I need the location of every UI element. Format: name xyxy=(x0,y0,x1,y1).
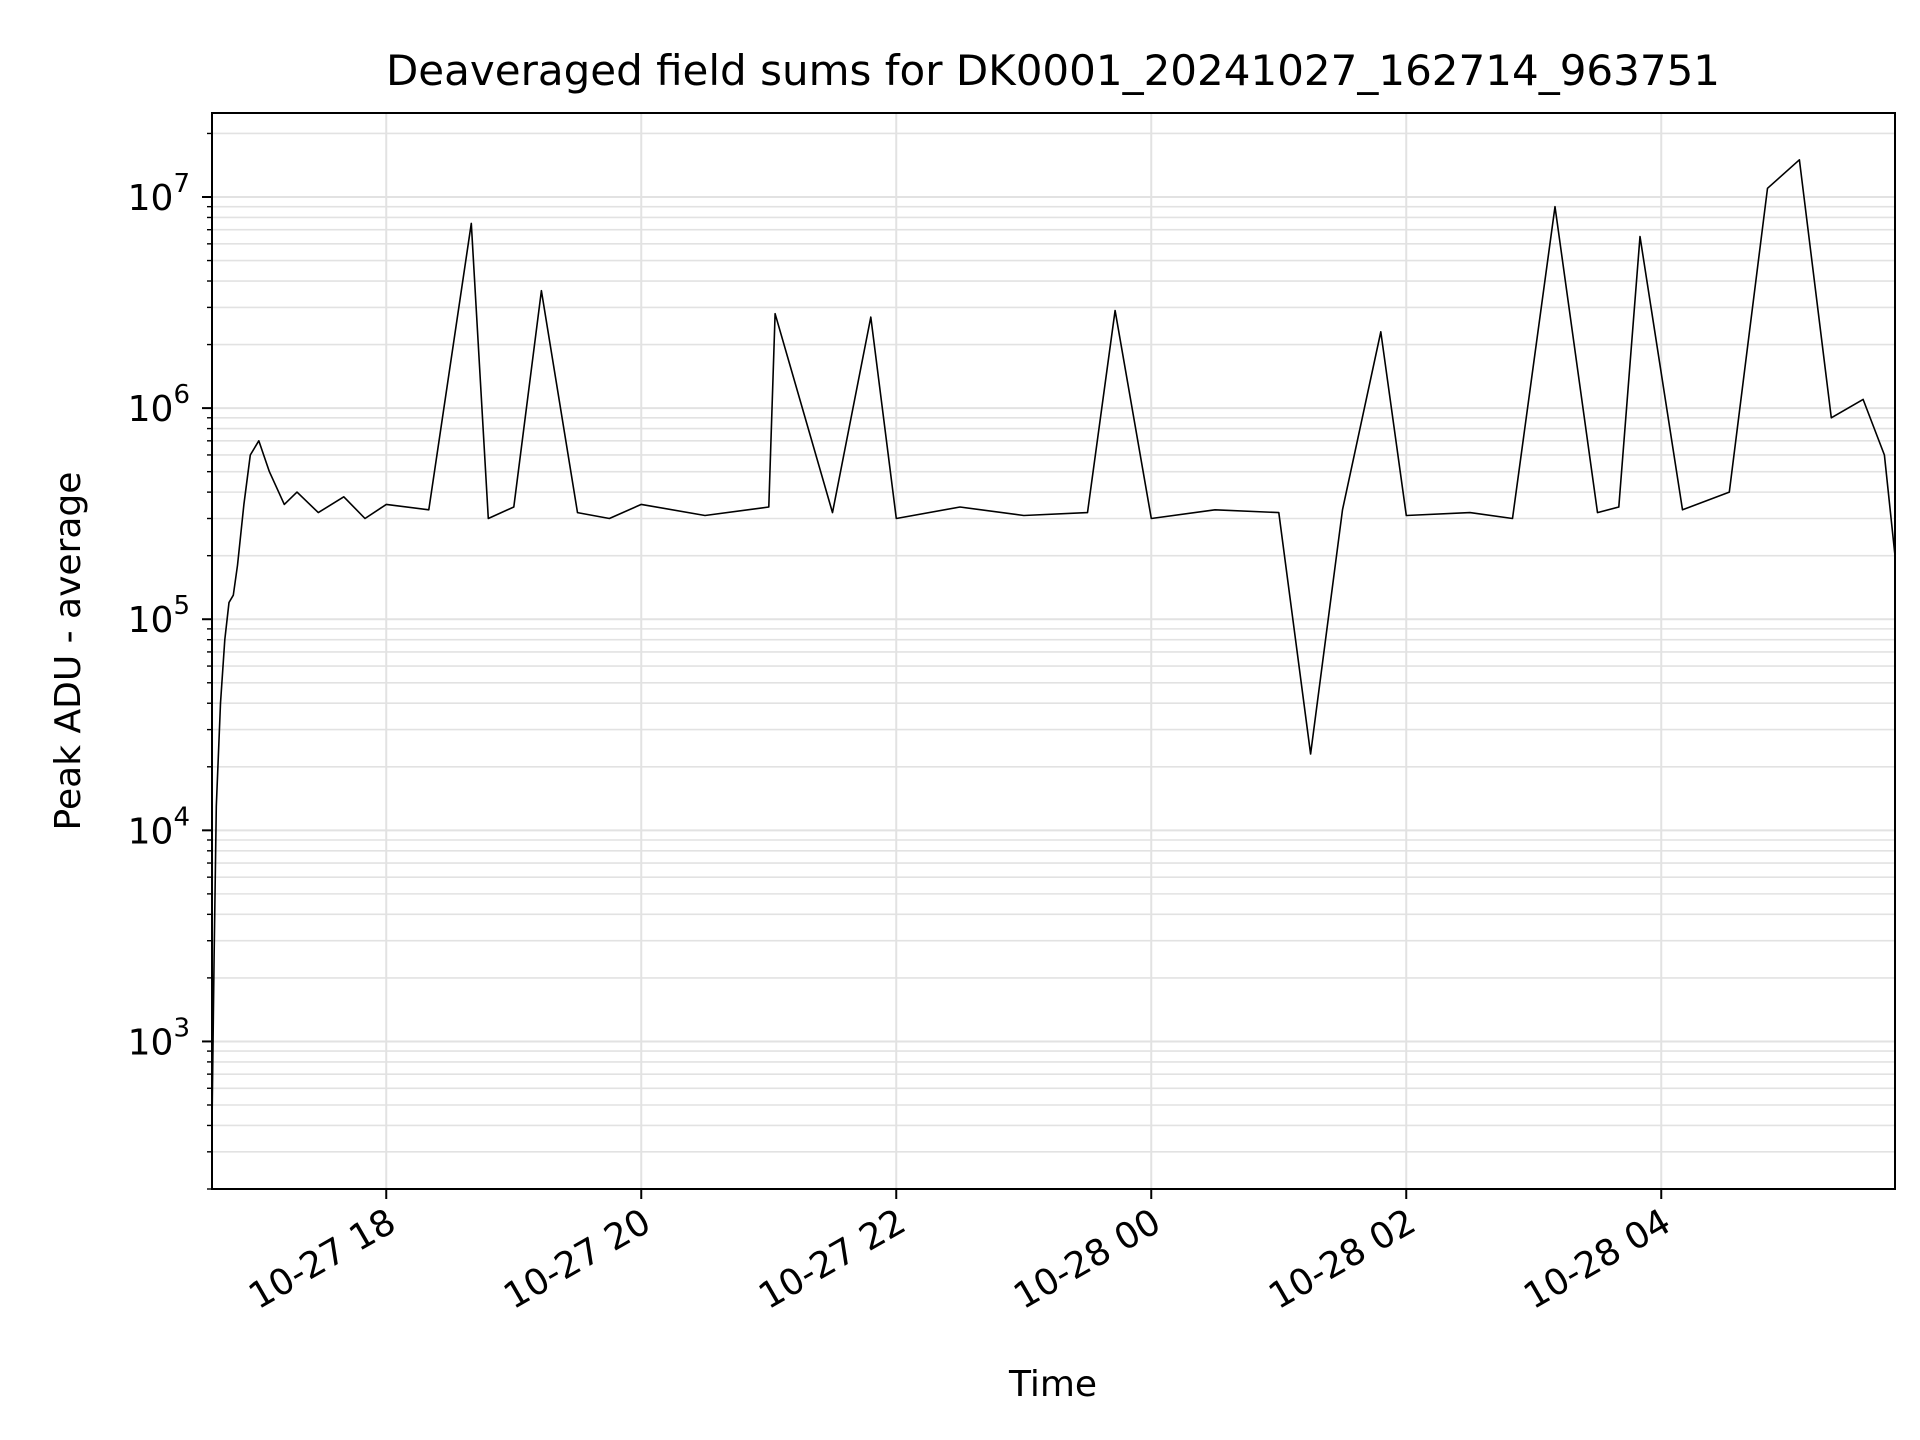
y-tick-label: 107 xyxy=(128,169,190,219)
y-tick-label: 104 xyxy=(128,802,190,852)
y-tick-label: 106 xyxy=(128,380,190,430)
y-axis: 103 104 105 106 107 xyxy=(128,132,212,1190)
chart-title: Deaveraged field sums for DK0001_2024102… xyxy=(386,46,1720,95)
plot-frame xyxy=(211,112,1896,1190)
y-axis-label: Peak ADU - average xyxy=(48,472,89,831)
y-tick-label: 105 xyxy=(128,591,190,641)
x-axis-label: Time xyxy=(1008,1364,1097,1405)
series-line xyxy=(211,159,1896,1126)
series-group xyxy=(211,159,1896,1126)
grid xyxy=(212,113,1895,1190)
y-tick-label: 103 xyxy=(128,1013,190,1063)
